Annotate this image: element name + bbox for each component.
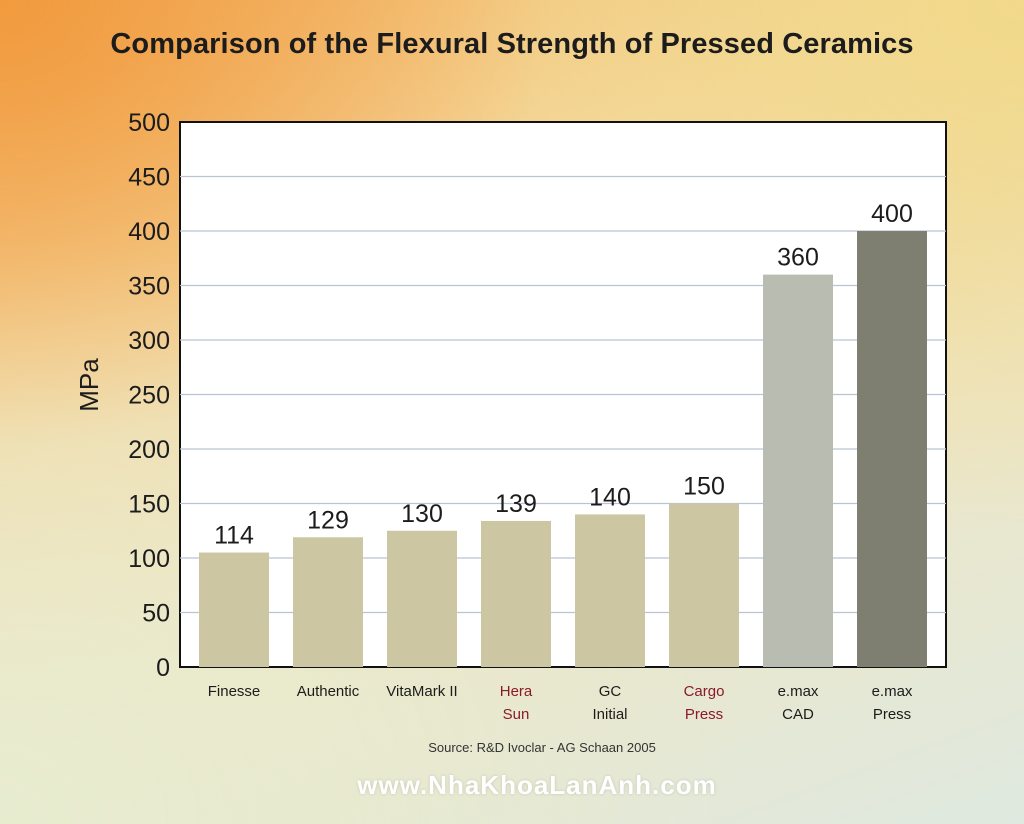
y-tick-label: 250 <box>128 382 170 410</box>
y-tick-label: 200 <box>128 436 170 464</box>
x-tick-label: Cargo <box>684 683 725 700</box>
data-label: 130 <box>401 500 443 528</box>
data-label: 140 <box>589 483 631 511</box>
y-tick-label: 350 <box>128 273 170 301</box>
y-tick-label: 450 <box>128 164 170 192</box>
bar <box>669 503 739 667</box>
bar <box>199 552 269 667</box>
x-tick-label: GC <box>599 683 622 700</box>
chart-title: Comparison of the Flexural Strength of P… <box>110 28 914 60</box>
x-tick-label: Sun <box>503 706 530 723</box>
data-label: 114 <box>214 522 254 550</box>
y-tick-label: 500 <box>128 109 170 137</box>
x-tick-label: Initial <box>592 706 627 723</box>
y-tick-label: 0 <box>156 654 170 682</box>
bar <box>763 274 833 667</box>
y-tick-label: 150 <box>128 491 170 519</box>
y-tick-label: 300 <box>128 327 170 355</box>
data-label: 400 <box>871 200 913 228</box>
x-tick-label: e.max <box>778 683 819 700</box>
data-labels: 114 129 130 139 140 150 360 400 <box>214 200 913 550</box>
y-axis-label: MPa <box>74 358 104 412</box>
x-axis-ticks: Finesse Authentic VitaMark II Hera Sun GC Init… <box>208 683 913 723</box>
x-tick-label: Press <box>685 706 723 723</box>
watermark: www.NhaKhoaLanAnh.com <box>357 770 717 800</box>
x-tick-label: Press <box>873 706 911 723</box>
y-tick-label: 400 <box>128 218 170 246</box>
y-tick-label: 50 <box>142 600 170 628</box>
y-axis-ticks: 0 50 100 150 200 250 300 350 400 450 500 <box>128 109 170 682</box>
bar <box>481 520 551 667</box>
data-label: 150 <box>683 473 725 501</box>
bars <box>199 231 927 667</box>
data-label: 139 <box>495 490 537 518</box>
bar <box>857 231 927 667</box>
x-tick-label: CAD <box>782 706 814 723</box>
source-note: Source: R&D Ivoclar - AG Schaan 2005 <box>428 740 656 755</box>
data-label: 129 <box>307 506 349 534</box>
bar <box>293 537 363 667</box>
x-tick-label: Authentic <box>297 683 360 700</box>
data-label: 360 <box>777 244 819 272</box>
x-tick-label: VitaMark II <box>386 683 457 700</box>
bar <box>387 530 457 667</box>
x-tick-label: Finesse <box>208 683 261 700</box>
x-tick-label: e.max <box>872 683 913 700</box>
y-tick-label: 100 <box>128 545 170 573</box>
bar <box>575 514 645 667</box>
x-tick-label: Hera <box>500 683 533 700</box>
